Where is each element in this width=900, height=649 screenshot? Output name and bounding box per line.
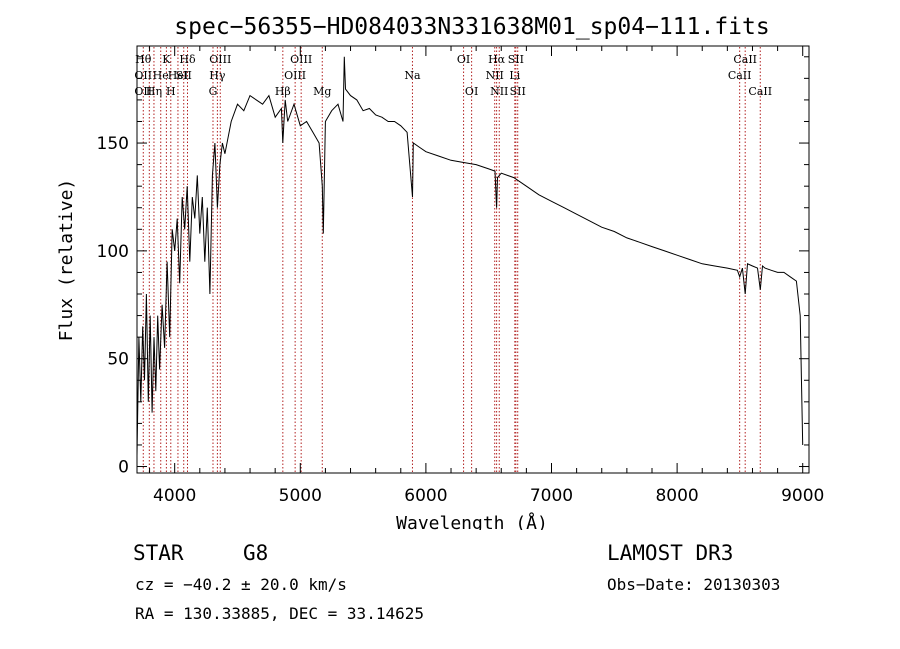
line-label: Hη [146,85,162,98]
x-axis-ticks: 4000 5000 6000 7000 8000 9000 [149,46,824,506]
line-label: OIII [290,53,312,66]
line-label: OI [457,53,470,66]
line-label: Mg [313,85,331,98]
line-label: NII [486,69,504,82]
object-class: STAR [133,541,184,565]
line-label: SII [510,85,526,98]
line-label: H [166,85,176,98]
y-tick-label: 100 [97,242,129,262]
observation-date: Obs−Date: 20130303 [607,575,781,594]
line-label: Li [509,69,520,82]
line-label: SII [508,53,524,66]
survey-name: LAMOST DR3 [607,541,734,565]
line-label: SII [176,69,192,82]
emission-line-labels: HθOIIOIIHηHeKHHeISIIHδGHγOIIIHβOIIIOIIIM… [134,53,772,98]
y-tick-label: 0 [118,458,129,478]
line-label: HeI [168,69,188,82]
line-label: OII [134,69,152,82]
y-tick-label: 150 [97,134,129,154]
line-label: OIII [284,69,306,82]
line-label: Hδ [179,53,196,66]
y-tick-label: 50 [107,350,129,370]
line-label: CaII [728,69,752,82]
line-label: Hβ [275,85,291,98]
line-label: K [162,53,171,66]
line-label: Hγ [209,69,226,82]
chart-title: spec−56355−HD084033N331638M01_sp04−111.f… [174,14,769,40]
line-label: Hα [488,53,506,66]
spectrum-chart: spec−56355−HD084033N331638M01_sp04−111.f… [56,14,824,530]
line-label: He [153,69,169,82]
x-tick-label: 4000 [153,486,196,506]
redshift-cz: cz = −40.2 ± 20.0 km/s [135,575,347,594]
coordinates: RA = 130.33885, DEC = 33.14625 [135,604,424,623]
line-label: Na [404,69,421,82]
x-tick-label: 6000 [404,486,447,506]
line-label: OI [465,85,478,98]
x-tick-label: 9000 [781,486,824,506]
plot-frame [136,45,810,474]
spectrum-line [136,56,804,456]
line-label: OIII [209,53,231,66]
x-tick-label: 7000 [530,486,573,506]
y-axis-ticks: 0 50 100 150 [97,56,809,478]
emission-line-markers [142,47,761,472]
line-label: NII [490,85,508,98]
line-label: G [209,85,218,98]
line-label: CaII [748,85,772,98]
line-label: Hθ [135,53,152,66]
line-label: OII [134,85,152,98]
x-tick-label: 8000 [655,486,698,506]
x-tick-label: 5000 [279,486,322,506]
line-label: CaII [733,53,757,66]
object-subclass: G8 [243,541,269,565]
y-axis-label: Flux (relative) [56,179,77,342]
x-axis-label: Wavelength (Å) [396,512,548,530]
